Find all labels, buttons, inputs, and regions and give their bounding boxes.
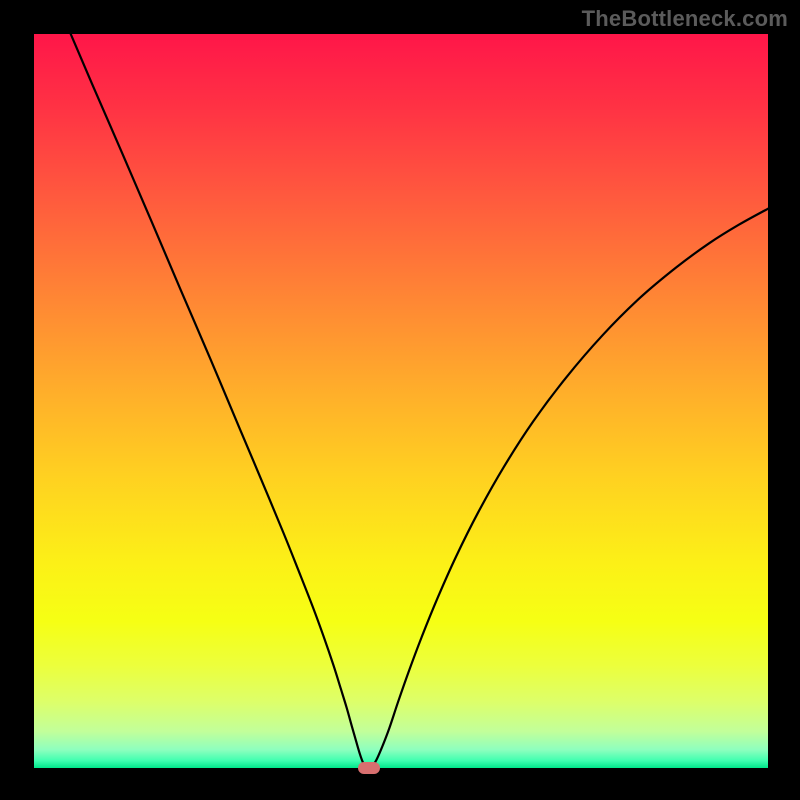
- chart-canvas: TheBottleneck.com: [0, 0, 800, 800]
- watermark-text: TheBottleneck.com: [582, 6, 788, 32]
- plot-area: [34, 34, 768, 768]
- bottleneck-curve: [34, 34, 768, 768]
- optimal-point-marker: [358, 762, 380, 774]
